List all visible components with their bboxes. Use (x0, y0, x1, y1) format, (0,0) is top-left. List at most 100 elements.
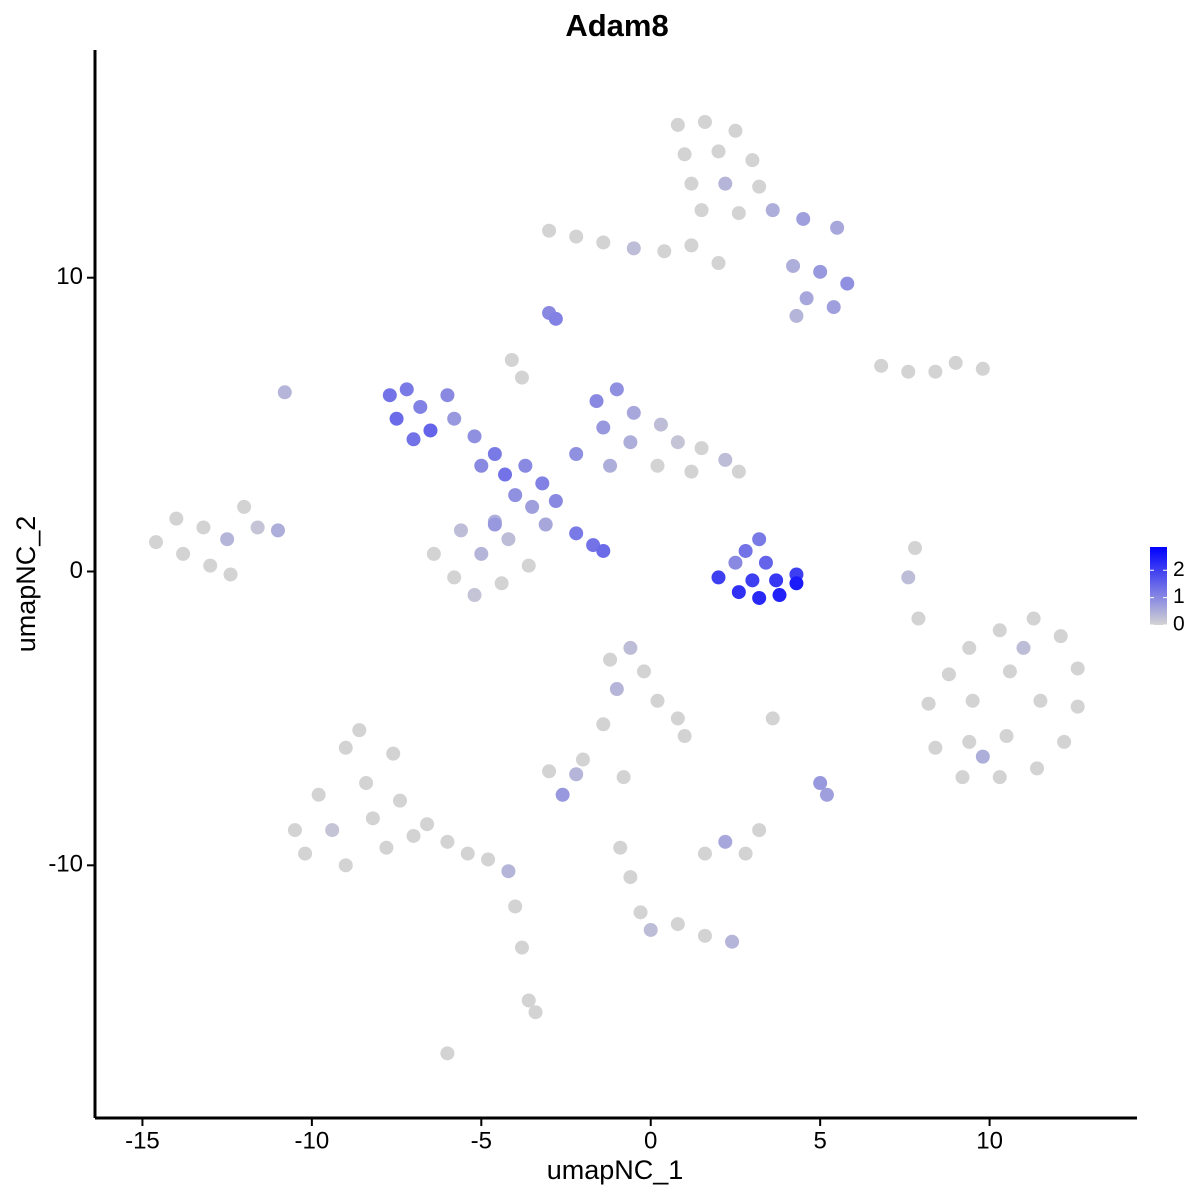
cell-point (498, 467, 513, 482)
cell-point (389, 411, 404, 426)
cell-point (948, 355, 963, 370)
cell-point (365, 811, 380, 826)
cell-point (650, 458, 665, 473)
cell-point (603, 652, 618, 667)
cell-point (955, 770, 970, 785)
cell-point (548, 493, 563, 508)
cell-point (1016, 640, 1031, 655)
cell-point (752, 823, 767, 838)
cell-point (731, 464, 746, 479)
cell-point (196, 520, 211, 535)
cell-point (694, 441, 709, 456)
cell-point (653, 417, 668, 432)
cell-point (514, 940, 529, 955)
cell-point (728, 123, 743, 138)
legend-label: 1 (1173, 585, 1185, 608)
cell-point (965, 693, 980, 708)
cell-point (460, 846, 475, 861)
cell-point (999, 729, 1014, 744)
cell-point (474, 546, 489, 561)
cell-point (399, 382, 414, 397)
cell-point (176, 546, 191, 561)
cell-point (789, 576, 804, 591)
cell-point (921, 696, 936, 711)
cell-point (738, 846, 753, 861)
cell-point (548, 311, 563, 326)
cell-point (745, 153, 760, 168)
cell-point (609, 382, 624, 397)
cell-point (596, 717, 611, 732)
points (148, 114, 1085, 1061)
cell-point (494, 576, 509, 591)
cell-point (874, 358, 889, 373)
cell-point (338, 740, 353, 755)
cell-point (697, 928, 712, 943)
cell-point (596, 543, 611, 558)
cell-point (623, 870, 638, 885)
cell-point (501, 532, 516, 547)
cell-point (538, 517, 553, 532)
y-tick-label: -10 (48, 851, 83, 878)
cell-point (1057, 734, 1072, 749)
cell-point (575, 752, 590, 767)
cell-point (481, 852, 496, 867)
cell-point (670, 435, 685, 450)
cell-point (514, 370, 529, 385)
cell-point (830, 220, 845, 235)
cell-point (528, 1005, 543, 1020)
cell-point (609, 682, 624, 697)
cell-point (718, 834, 733, 849)
cell-point (518, 458, 533, 473)
cell-point (535, 476, 550, 491)
cell-point (569, 446, 584, 461)
cell-point (277, 385, 292, 400)
cell-point (745, 573, 760, 588)
cell-point (992, 770, 1007, 785)
cell-point (623, 435, 638, 450)
cell-point (508, 899, 523, 914)
cell-point (1070, 699, 1085, 714)
cell-point (406, 432, 421, 447)
cell-point (603, 458, 618, 473)
x-tick-label: 5 (813, 1127, 826, 1154)
cell-point (626, 241, 641, 256)
cell-point (1026, 611, 1041, 626)
cell-point (542, 764, 557, 779)
cell-point (684, 464, 699, 479)
cell-point (386, 746, 401, 761)
cell-point (813, 776, 828, 791)
cell-point (650, 693, 665, 708)
cell-point (901, 570, 916, 585)
cell-point (453, 523, 468, 538)
cell-point (728, 555, 743, 570)
cell-point (718, 176, 733, 191)
cell-point (799, 291, 814, 306)
cell-point (521, 993, 536, 1008)
cell-point (636, 664, 651, 679)
cell-point (392, 793, 407, 808)
cell-point (352, 723, 367, 738)
cell-point (521, 558, 536, 573)
cell-point (677, 729, 692, 744)
cell-point (694, 203, 709, 218)
cell-point (975, 361, 990, 376)
legend-label: 2 (1173, 558, 1185, 581)
cell-point (1002, 664, 1017, 679)
cell-point (731, 206, 746, 221)
cell-point (752, 590, 767, 605)
cell-point (911, 611, 926, 626)
cell-point (440, 834, 455, 849)
cell-point (643, 922, 658, 937)
cell-point (796, 211, 811, 226)
cell-point (684, 238, 699, 253)
cell-point (270, 523, 285, 538)
cell-point (684, 176, 699, 191)
colorbar (1150, 547, 1167, 625)
cell-point (569, 526, 584, 541)
cell-point (657, 244, 672, 259)
cell-point (941, 667, 956, 682)
cell-point (569, 229, 584, 244)
x-tick-label: -10 (295, 1127, 330, 1154)
cell-point (237, 499, 252, 514)
